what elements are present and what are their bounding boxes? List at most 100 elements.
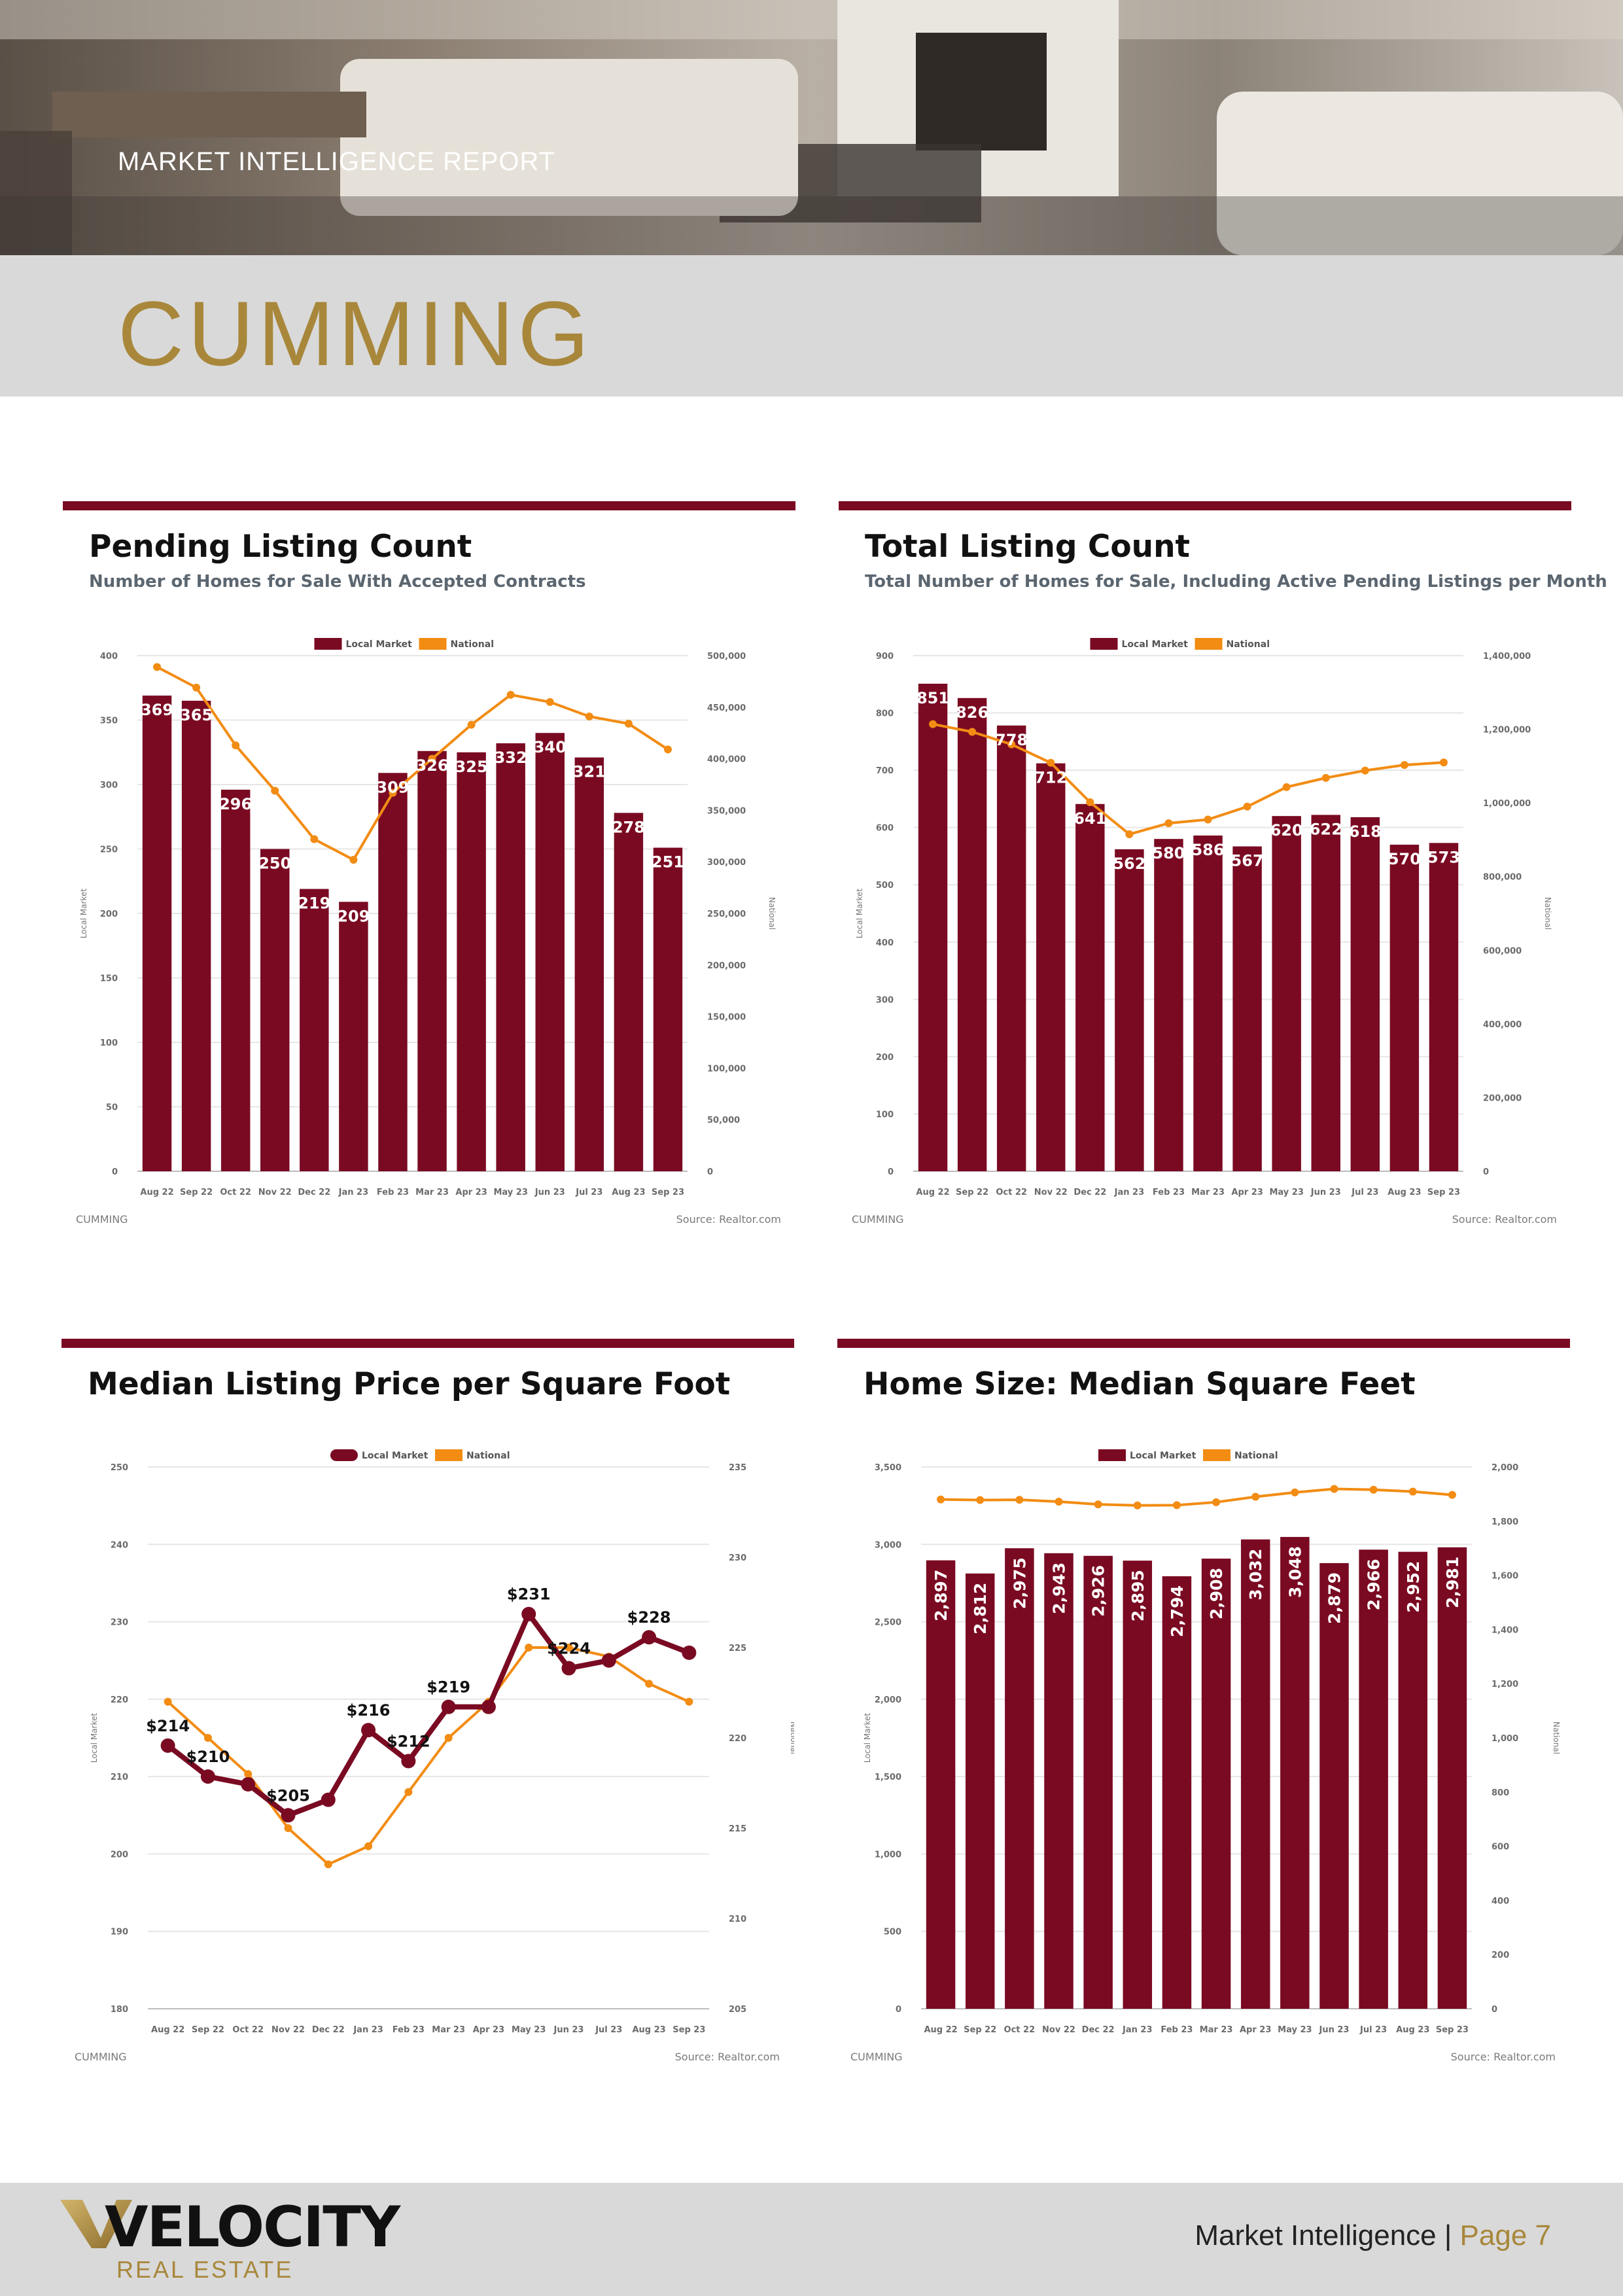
y2-tick-label: 400	[1492, 1896, 1509, 1906]
y2-tick-label: 50,000	[707, 1116, 740, 1125]
y2-tick-label: 1,400,000	[1483, 652, 1531, 662]
x-tick-label: Jul 23	[575, 1188, 602, 1197]
x-tick-label: Nov 22	[271, 2025, 305, 2035]
national-point	[624, 720, 633, 728]
x-tick-label: Mar 23	[415, 1188, 449, 1197]
bar-local-oct-22	[1005, 1548, 1034, 2009]
y2-tick-label: 200	[1492, 1951, 1509, 1960]
y2-tick-label: 250,000	[707, 910, 746, 919]
bar-local-dec-22	[300, 889, 329, 1171]
national-point	[444, 1734, 453, 1742]
bar-data-label: 2,812	[971, 1583, 990, 1634]
x-tick-label: Dec 22	[298, 1188, 330, 1197]
local-point	[481, 1699, 496, 1714]
national-series-line	[156, 665, 669, 862]
chart-footer-left: CUMMING	[76, 1213, 128, 1226]
y2-tick-label: 0	[1492, 2005, 1497, 2015]
chart-legend: Local Market National	[1098, 1449, 1278, 1461]
national-point	[467, 720, 476, 729]
y-tick-label: 0	[888, 1167, 894, 1177]
total-listing-count-panel: Total Listing Count Total Number of Home…	[839, 501, 1607, 1234]
legend-label-local: Local Market	[346, 639, 413, 650]
bar-local-mar-23	[1193, 835, 1223, 1171]
x-tick-label: Feb 23	[377, 1188, 409, 1197]
y-tick-label: 500	[876, 881, 894, 891]
bar-local-jan-23	[339, 902, 368, 1171]
y-tick-label: 100	[876, 1110, 894, 1120]
bar-local-apr-23	[1232, 846, 1262, 1171]
price-per-square-foot-panel: Median Listing Price per Square Foot 180…	[61, 1339, 794, 2072]
point-data-label: $219	[427, 1678, 470, 1697]
y2-tick-label: 0	[1483, 1167, 1489, 1177]
y2-tick-label: 800	[1492, 1788, 1509, 1798]
y2-tick-label: 200,000	[707, 961, 746, 971]
point-data-label: $210	[186, 1748, 230, 1766]
x-tick-label: Nov 22	[258, 1188, 292, 1197]
national-point	[1204, 815, 1212, 824]
x-tick-label: Feb 23	[1153, 1188, 1185, 1197]
y-tick-label: 250	[100, 845, 118, 855]
point-data-label: $212	[387, 1732, 430, 1750]
city-name: CUMMING	[118, 282, 593, 385]
bar-local-nov-22	[1036, 763, 1066, 1171]
bar-data-label: 3,032	[1246, 1549, 1265, 1600]
y2-axis-label: National	[1552, 1722, 1561, 1754]
x-tick-label: Sep 23	[652, 1188, 684, 1197]
national-point	[976, 1496, 985, 1504]
y2-tick-label: 1,000	[1492, 1734, 1518, 1744]
bar-local-jul-23	[1350, 817, 1380, 1171]
x-tick-label: Jul 23	[595, 2025, 622, 2035]
y-tick-label: 100	[100, 1038, 118, 1048]
national-point	[232, 741, 240, 750]
bar-local-apr-23	[1240, 1539, 1270, 2009]
x-tick-label: Jan 23	[1122, 2025, 1152, 2035]
brand-name: VELOCITY	[105, 2195, 400, 2260]
y2-tick-label: 0	[707, 1167, 713, 1177]
x-tick-label: Jul 23	[1359, 2025, 1387, 2035]
bar-data-label: 586	[1191, 841, 1224, 859]
national-point	[968, 728, 977, 736]
national-point	[1243, 802, 1251, 811]
bar-data-label: 2,943	[1050, 1563, 1069, 1614]
national-point	[284, 1824, 292, 1832]
x-tick-label: Sep 22	[956, 1188, 988, 1197]
x-tick-label: Aug 23	[612, 1188, 645, 1197]
bar-data-label: 296	[219, 795, 252, 813]
y-tick-label: 1,000	[875, 1850, 901, 1860]
bar-local-sep-23	[1429, 843, 1459, 1171]
local-point	[281, 1808, 296, 1823]
chart-title: Pending Listing Count	[89, 529, 472, 565]
local-point	[361, 1723, 376, 1738]
bar-data-label: 219	[298, 894, 330, 913]
x-tick-label: Apr 23	[473, 2025, 504, 2035]
y2-tick-label: 800,000	[1483, 873, 1522, 883]
legend-label-local: Local Market	[362, 1451, 428, 1461]
x-tick-label: Jun 23	[534, 1188, 565, 1197]
y-tick-label: 300	[100, 781, 118, 790]
national-point	[244, 1770, 253, 1778]
bar-data-label: 712	[1034, 769, 1067, 787]
national-series-line	[941, 1487, 1453, 1507]
national-point	[645, 1680, 654, 1688]
page-label: Market Intelligence | Page 7	[1195, 2219, 1551, 2252]
bar-data-label: 618	[1349, 822, 1382, 841]
y-tick-label: 400	[100, 652, 118, 662]
y2-tick-label: 205	[729, 2005, 746, 2015]
x-tick-label: Sep 23	[1436, 2025, 1469, 2035]
y2-tick-label: 215	[729, 1824, 746, 1834]
chart-title: Home Size: Median Square Feet	[864, 1366, 1416, 1402]
national-point	[929, 720, 937, 728]
national-point	[1007, 740, 1016, 749]
bar-local-jun-23	[1319, 1563, 1349, 2009]
national-point	[663, 745, 672, 754]
x-tick-label: Nov 22	[1034, 1188, 1068, 1197]
bar-local-jul-23	[1359, 1549, 1388, 2009]
legend-swatch-national	[1195, 638, 1223, 650]
bar-data-label: 332	[495, 749, 527, 767]
bar-data-label: 2,895	[1128, 1570, 1147, 1621]
national-point	[1015, 1496, 1024, 1504]
y-tick-label: 200	[876, 1053, 894, 1063]
y-axis-label: Local Market	[90, 1713, 99, 1763]
chart-footer-left: CUMMING	[852, 1213, 904, 1226]
national-point	[1448, 1491, 1456, 1499]
